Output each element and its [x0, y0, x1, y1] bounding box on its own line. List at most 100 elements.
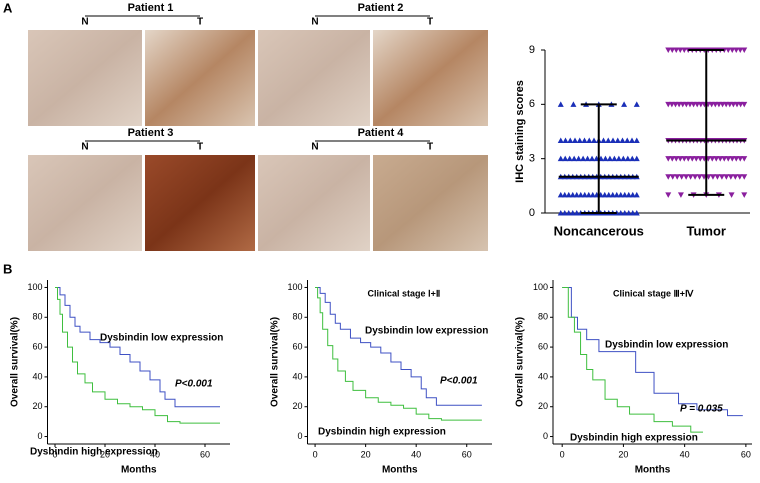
point [741, 101, 748, 108]
x-tick-label: 60 [200, 449, 210, 459]
curve-label: Dysbindin low expression [100, 333, 223, 344]
x-tick-label: 20 [618, 449, 628, 459]
survival-curve [55, 286, 220, 408]
point [696, 174, 703, 180]
point [606, 155, 613, 162]
y-tick-label: 60 [538, 341, 548, 351]
n-label: T [197, 142, 203, 153]
y-tick-label: 0 [37, 431, 42, 441]
point [581, 137, 588, 144]
image [145, 155, 255, 251]
y-tick-label: 6 [529, 98, 535, 110]
point [687, 174, 694, 180]
point [576, 137, 583, 144]
y-tick-label: 100 [533, 282, 548, 292]
point [709, 174, 716, 180]
point [557, 155, 564, 162]
x-tick-label: 40 [680, 449, 690, 459]
x-axis-title: Months [121, 465, 157, 476]
y-tick-label: 40 [32, 371, 42, 381]
point [729, 47, 736, 53]
point [725, 156, 732, 162]
y-tick-label: 60 [32, 341, 42, 351]
point [605, 137, 612, 144]
point [674, 174, 681, 180]
survival-curve [55, 286, 220, 424]
x-axis-title: Months [635, 465, 671, 476]
image [28, 155, 142, 251]
point [615, 155, 622, 162]
point [581, 191, 588, 198]
point [573, 191, 580, 198]
panel-label: A [3, 0, 13, 15]
y-tick-label: 60 [292, 341, 302, 351]
image [28, 30, 142, 126]
point [557, 101, 564, 107]
subtitle: Clinical stage Ⅲ+Ⅳ [613, 288, 694, 298]
y-tick-label: 20 [538, 401, 548, 411]
point [600, 137, 607, 144]
point [589, 191, 596, 198]
x-tick-label: 20 [361, 449, 371, 459]
point [709, 156, 716, 162]
n-label: N [81, 142, 88, 153]
y-axis-title: IHC staining scores [514, 80, 526, 183]
point [591, 137, 597, 144]
point [732, 174, 739, 180]
point [577, 191, 584, 198]
point [633, 101, 640, 107]
point [678, 174, 685, 180]
point [617, 210, 624, 216]
x-axis-title: Months [382, 465, 418, 476]
y-tick-label: 20 [32, 401, 42, 411]
x-tick-label: 0 [52, 449, 57, 459]
point [566, 155, 573, 162]
y-tick-label: 40 [292, 371, 302, 381]
image [258, 30, 370, 126]
point [629, 210, 636, 216]
y-tick-label: 9 [529, 44, 535, 56]
point [620, 155, 627, 162]
point [571, 155, 578, 162]
point [673, 156, 680, 162]
y-tick-label: 100 [27, 282, 42, 292]
y-tick-label: 80 [538, 312, 548, 322]
point [683, 174, 690, 180]
curve-label: Dysbindin low expression [365, 326, 488, 337]
point [611, 155, 618, 162]
point [673, 47, 680, 53]
patient-title: Patient 2 [358, 2, 404, 14]
point [737, 156, 744, 162]
point [610, 137, 616, 144]
y-tick-label: 0 [543, 431, 548, 441]
patient-title: Patient 1 [128, 2, 174, 14]
point [589, 155, 596, 162]
point [677, 47, 684, 53]
image [373, 30, 488, 126]
y-tick-label: 0 [297, 431, 302, 441]
point [741, 174, 748, 180]
x-tick-label: 0 [313, 449, 318, 459]
point [728, 192, 735, 198]
point [689, 156, 696, 162]
point [669, 47, 676, 53]
point [677, 192, 684, 198]
point [729, 156, 736, 162]
y-tick-label: 80 [32, 312, 42, 322]
point [619, 137, 626, 144]
point [572, 137, 578, 144]
point [727, 174, 734, 180]
point [633, 137, 640, 144]
point [725, 47, 732, 53]
y-tick-label: 20 [292, 401, 302, 411]
point [718, 174, 725, 180]
point [625, 210, 632, 216]
point [614, 137, 621, 144]
point [741, 156, 748, 162]
patient-title: Patient 3 [128, 127, 174, 139]
point [677, 156, 684, 162]
n-label: T [427, 142, 433, 153]
point [665, 192, 672, 198]
p-value: P = 0.035 [680, 404, 723, 415]
